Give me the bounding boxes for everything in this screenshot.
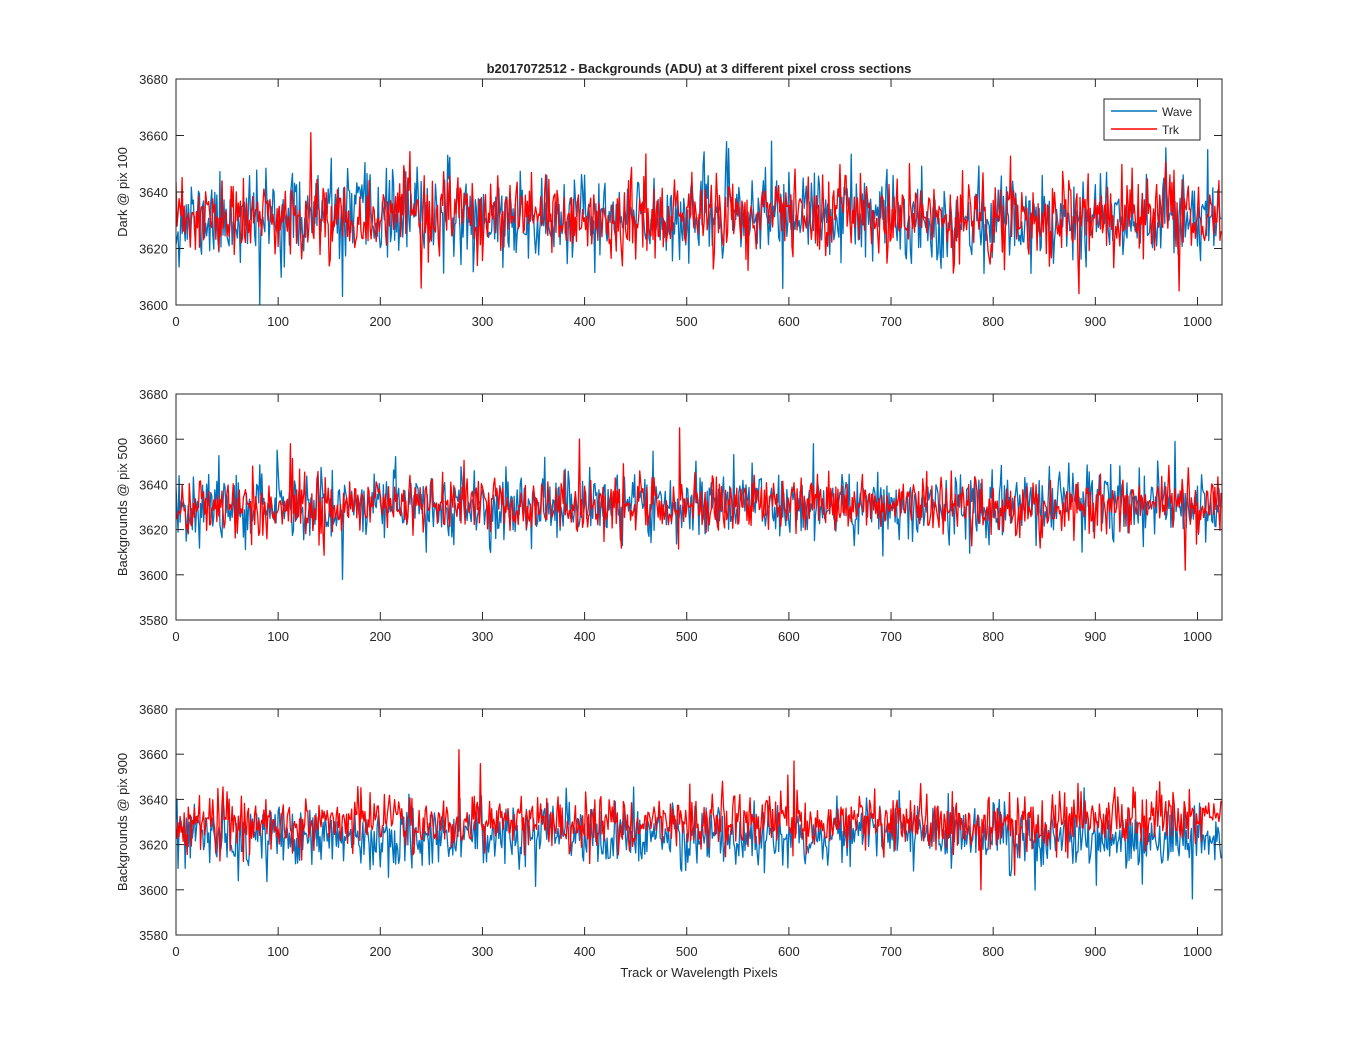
x-tick-label: 300 <box>472 944 494 959</box>
x-tick-label: 500 <box>676 944 698 959</box>
subplot-1: 0 100 200 300 400 500 600 700 800 900 1000 3600 3620… <box>115 72 1223 329</box>
y-tick-label: 3660 <box>139 747 168 762</box>
x-tick-label: 200 <box>369 314 391 329</box>
legend-label-trk: Trk <box>1162 123 1180 137</box>
x-tick-label: 800 <box>982 314 1004 329</box>
y-axis-label: Backgrounds @ pix 500 <box>115 438 130 576</box>
legend-box <box>1103 98 1201 141</box>
series-line-trk <box>176 132 1222 295</box>
x-tick-label: 600 <box>778 629 800 644</box>
y-tick-label: 3680 <box>139 387 168 402</box>
x-tick-label: 800 <box>982 629 1004 644</box>
y-tick-label: 3640 <box>139 185 168 200</box>
x-tick-label: 900 <box>1084 944 1106 959</box>
y-tick-label: 3620 <box>139 242 168 257</box>
subplot-2: 0 100 200 300 400 500 600 700 800 900 1000 3580 3600… <box>115 387 1223 644</box>
x-tick-label: 400 <box>574 314 596 329</box>
y-tick-label: 3600 <box>139 568 168 583</box>
x-tick-label: 0 <box>172 944 179 959</box>
y-tick-label: 3640 <box>139 792 168 807</box>
x-axis-label: Track or Wavelength Pixels <box>620 965 778 980</box>
figure-title: b2017072512 - Backgrounds (ADU) at 3 dif… <box>487 61 912 76</box>
x-tick-label: 900 <box>1084 314 1106 329</box>
x-tick-label: 500 <box>676 314 698 329</box>
x-tick-label: 300 <box>472 629 494 644</box>
legend-label-wave: Wave <box>1162 105 1193 119</box>
y-tick-label: 3600 <box>139 883 168 898</box>
x-tick-label: 600 <box>778 314 800 329</box>
x-tick-label: 0 <box>172 629 179 644</box>
x-tick-label: 700 <box>880 629 902 644</box>
x-tick-label: 400 <box>574 944 596 959</box>
x-tick-label: 300 <box>472 314 494 329</box>
x-tick-label: 700 <box>880 314 902 329</box>
x-tick-label: 100 <box>267 944 289 959</box>
panels: 0 100 200 300 400 500 600 700 800 900 100036003620… <box>115 72 1223 959</box>
x-tick-label: 400 <box>574 629 596 644</box>
legend: Wave Trk <box>1103 98 1201 141</box>
x-tick-label: 1000 <box>1183 629 1212 644</box>
axes-box <box>175 708 1223 936</box>
x-tick-label: 600 <box>778 944 800 959</box>
subplot-3: 0 100 200 300 400 500 600 700 800 900 1000 3580 3600… <box>115 702 1223 959</box>
y-tick-label: 3620 <box>139 523 168 538</box>
x-tick-label: 800 <box>982 944 1004 959</box>
y-tick-label: 3620 <box>139 838 168 853</box>
y-tick-label: 3660 <box>139 129 168 144</box>
y-tick-label: 3640 <box>139 477 168 492</box>
y-tick-label: 3580 <box>139 928 168 943</box>
y-tick-label: 3680 <box>139 702 168 717</box>
y-tick-label: 3660 <box>139 432 168 447</box>
y-tick-label: 3600 <box>139 298 168 313</box>
x-tick-label: 0 <box>172 314 179 329</box>
y-tick-label: 3680 <box>139 72 168 87</box>
series-line-trk <box>176 427 1222 571</box>
series-line-trk <box>176 749 1222 891</box>
plot-area <box>176 709 1222 935</box>
plot-area <box>176 79 1222 305</box>
x-tick-label: 200 <box>369 629 391 644</box>
x-tick-label: 1000 <box>1183 944 1212 959</box>
x-tick-label: 700 <box>880 944 902 959</box>
x-tick-label: 100 <box>267 629 289 644</box>
x-tick-label: 1000 <box>1183 314 1212 329</box>
x-tick-label: 200 <box>369 944 391 959</box>
x-tick-label: 900 <box>1084 629 1106 644</box>
x-tick-label: 100 <box>267 314 289 329</box>
y-tick-label: 3580 <box>139 613 168 628</box>
x-tick-label: 500 <box>676 629 698 644</box>
y-axis-label: Dark @ pix 100 <box>115 147 130 237</box>
y-axis-label: Backgrounds @ pix 900 <box>115 753 130 891</box>
axes-box <box>175 393 1223 621</box>
